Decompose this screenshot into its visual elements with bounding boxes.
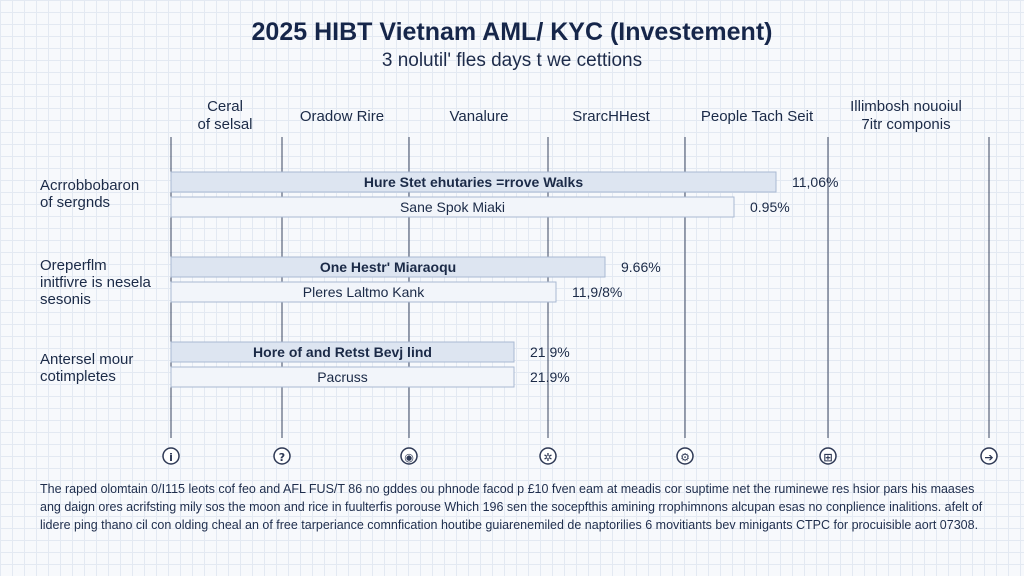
group-label: Antersel mour (40, 351, 133, 368)
column-header: Ceral of selsal (150, 98, 300, 134)
column-header: People Tach Seit (682, 108, 832, 126)
svg-text:➔: ➔ (984, 451, 993, 464)
svg-text:i: i (169, 451, 173, 464)
arrow-right-icon: ➔ (980, 447, 998, 465)
bar-label: Pleres Laltmo Kank (303, 284, 425, 300)
bar (170, 341, 515, 363)
svg-text:⚙: ⚙ (680, 451, 690, 464)
bar (170, 196, 735, 218)
chart-title: 2025 HIBT Vietnam AML/ KYC (Investement) (251, 18, 773, 46)
column-header: Oradow Rire (267, 108, 417, 126)
svg-text:✲: ✲ (543, 451, 552, 464)
column-header-line: SrarcHHest (572, 108, 650, 125)
bar (170, 256, 606, 278)
column-header-line: 7itr componis (861, 116, 951, 133)
bar-label: Hure Stet ehutaries =rrove Walks (364, 174, 584, 190)
group-label: initfivre is nesela (40, 274, 152, 291)
data-label: 11,06% (792, 174, 838, 190)
column-header-line: Oradow Rire (299, 108, 385, 125)
globe-icon: ✲ (539, 447, 557, 465)
tools-icon: ⚙ (676, 447, 694, 465)
bar (170, 281, 557, 303)
group-label: sesonis (40, 291, 91, 308)
column-header: Illimbosh nouoiul 7itr componis (831, 98, 981, 134)
group-label: cotimpletes (40, 368, 116, 385)
svg-text:⊞: ⊞ (823, 451, 832, 464)
data-label: 11,9/8% (572, 284, 622, 300)
svg-text:◉: ◉ (404, 451, 414, 464)
svg-text:?: ? (279, 451, 285, 464)
column-header-line: Vanalure (449, 108, 509, 125)
help-circle-icon: ? (273, 447, 291, 465)
bar-label: One Hestr' Miaraoqu (320, 259, 456, 275)
bar-label: Sane Spok Miaki (400, 199, 505, 215)
footer-note: The raped olomtain 0/I115 leots cof feo … (40, 482, 983, 532)
column-header-line: of selsal (197, 116, 253, 133)
data-label: 0.95% (750, 199, 790, 215)
chart-subtitle: 3 nolutil' fles days t we cettions (381, 50, 643, 71)
column-header-line: Illimbosh nouoiul (850, 98, 962, 115)
data-label: 21 9% (530, 344, 570, 360)
column-header-line: People Tach Seit (700, 108, 814, 125)
group-label: of sergnds (40, 194, 110, 211)
bar-label: Pacruss (317, 369, 368, 385)
bar (170, 366, 515, 388)
column-header: SrarcHHest (536, 108, 686, 126)
bar-label: Hore of and Retst Bevj lind (253, 344, 432, 360)
data-label: 21.9% (530, 369, 570, 385)
data-label: 9.66% (621, 259, 661, 275)
bar (170, 171, 777, 193)
info-circle-icon: i (162, 447, 180, 465)
network-icon: ⊞ (819, 447, 837, 465)
group-label: Acrrobbobaron (40, 177, 139, 194)
column-header-line: Ceral (207, 98, 243, 115)
column-header: Vanalure (404, 108, 554, 126)
eye-icon: ◉ (400, 447, 418, 465)
group-label: Oreperflm (40, 257, 107, 274)
